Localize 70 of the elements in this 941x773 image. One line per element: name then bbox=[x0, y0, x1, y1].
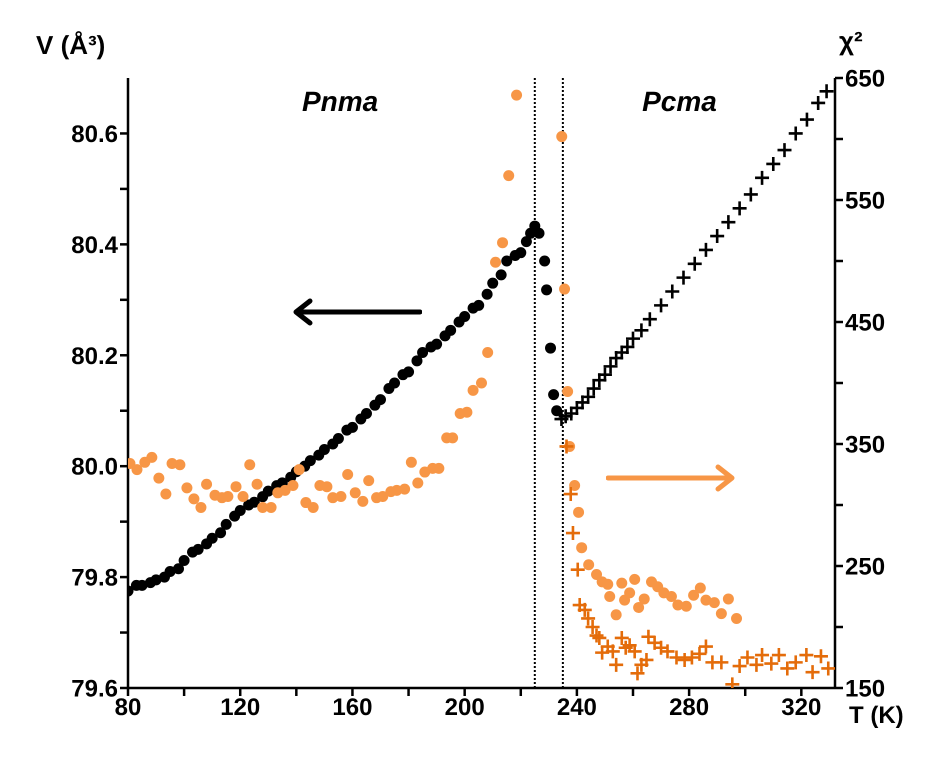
point bbox=[731, 658, 748, 674]
point bbox=[684, 649, 700, 666]
x-tick-label: 200 bbox=[444, 694, 485, 722]
point bbox=[569, 561, 586, 578]
point bbox=[675, 269, 692, 286]
y2-axis-title: χ² bbox=[839, 26, 863, 57]
y2-tick-label: 150 bbox=[845, 676, 886, 703]
point bbox=[553, 410, 570, 428]
point bbox=[804, 664, 821, 680]
x-tick-label: 280 bbox=[669, 694, 710, 722]
point bbox=[779, 660, 796, 677]
point bbox=[608, 656, 624, 674]
x-axis-title: T (K) bbox=[849, 702, 904, 730]
x-tick-label: 160 bbox=[332, 694, 372, 722]
point bbox=[602, 358, 619, 375]
point bbox=[562, 486, 580, 502]
point bbox=[764, 156, 782, 172]
point bbox=[818, 83, 835, 100]
y-axis-title: V (Å³) bbox=[36, 30, 106, 61]
point bbox=[820, 660, 835, 677]
y2-tick-label: 450 bbox=[845, 310, 886, 337]
point bbox=[664, 283, 681, 300]
point bbox=[708, 228, 726, 244]
point bbox=[691, 646, 708, 662]
annotation: Pcma bbox=[642, 86, 717, 118]
point bbox=[787, 125, 804, 142]
point bbox=[633, 656, 650, 674]
x-tick-label: 120 bbox=[220, 694, 260, 722]
point bbox=[731, 200, 748, 217]
point bbox=[652, 297, 670, 314]
y-tick-label: 80.0 bbox=[71, 454, 118, 481]
point bbox=[619, 338, 636, 356]
point bbox=[564, 524, 582, 542]
point bbox=[720, 214, 737, 230]
x-tick-label: 320 bbox=[781, 694, 822, 722]
point bbox=[633, 322, 650, 339]
y-tick-label: 80.6 bbox=[71, 120, 118, 148]
point bbox=[585, 380, 602, 397]
point bbox=[787, 654, 804, 671]
y2-tick-label: 250 bbox=[845, 554, 886, 581]
annotation: Pnma bbox=[302, 86, 378, 118]
point bbox=[642, 310, 658, 328]
point bbox=[698, 638, 714, 655]
x-tick-label: 80 bbox=[114, 694, 142, 722]
point bbox=[676, 652, 693, 668]
point bbox=[810, 94, 826, 112]
y-tick-label: 80.4 bbox=[71, 232, 119, 259]
point bbox=[798, 111, 816, 128]
y2-tick-label: 550 bbox=[845, 188, 886, 215]
point bbox=[770, 646, 788, 664]
point bbox=[596, 366, 614, 383]
point bbox=[580, 388, 596, 406]
point bbox=[812, 648, 830, 665]
point bbox=[698, 242, 714, 258]
point bbox=[713, 654, 730, 671]
y-tick-label: 79.8 bbox=[71, 564, 118, 592]
point bbox=[798, 646, 815, 664]
point bbox=[742, 186, 760, 203]
point bbox=[629, 665, 646, 682]
y2-tick-label: 350 bbox=[845, 432, 886, 459]
point bbox=[638, 652, 655, 668]
point bbox=[686, 255, 704, 272]
point bbox=[776, 142, 793, 158]
point bbox=[754, 170, 770, 186]
y2-tick-label: 650 bbox=[845, 66, 886, 93]
y-tick-label: 80.2 bbox=[71, 342, 118, 370]
point bbox=[558, 438, 575, 455]
x-tick-label: 240 bbox=[556, 694, 597, 722]
point bbox=[591, 372, 608, 389]
point bbox=[624, 330, 642, 347]
